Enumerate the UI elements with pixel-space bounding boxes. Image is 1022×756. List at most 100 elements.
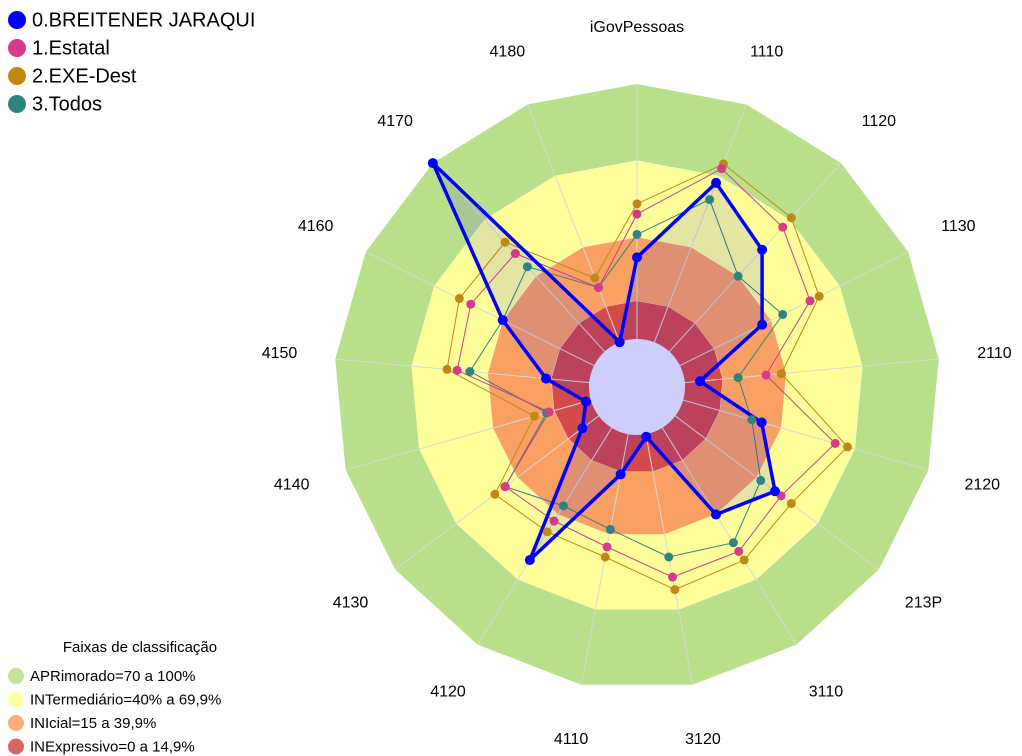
band [487,237,787,535]
series-marker [786,213,796,223]
category-label: 1110 [750,43,783,60]
series-marker [711,177,722,188]
band-legend-label: INExpressivo=0 a 14,9% [30,738,195,755]
category-label: 2120 [964,476,1000,493]
series-marker [524,555,535,566]
spoke [527,104,621,343]
series-marker [747,415,757,425]
series-marker [632,252,642,263]
category-label: 3110 [809,683,844,700]
category-label: 4150 [262,345,298,362]
series-marker [541,373,552,384]
band-legend-label: INTermediário=40% a 69,9% [30,691,221,708]
series-marker [544,407,554,417]
series-marker [670,585,680,595]
series-marker [602,542,612,552]
series-marker [776,369,786,379]
spoke [661,427,797,645]
series-marker [728,538,738,548]
series-marker [465,367,475,377]
category-label: 4140 [274,476,310,493]
series-marker [664,552,674,562]
series-marker [705,195,715,205]
series-marker [668,572,678,582]
series-marker [757,319,768,330]
series-marker [490,489,500,499]
series-marker [733,373,743,383]
series-marker [632,209,642,219]
band-legend-marker [8,715,24,731]
band-legend-marker [8,738,24,755]
series-marker [542,527,552,537]
spoke [365,251,595,367]
series-marker [593,283,603,293]
series-marker [756,475,766,485]
category-label: 4130 [333,595,369,612]
series-line [431,161,777,562]
band-legend-label: INIcial=15 a 39,9% [30,715,156,732]
series-marker [549,516,559,526]
category-label: 1130 [941,218,976,235]
spoke [679,251,909,367]
spoke [432,162,606,352]
series-marker [778,309,788,319]
band-legend-marker [8,668,24,684]
series-marker [717,164,727,174]
category-label: 4120 [430,683,466,700]
series-marker [778,222,788,232]
series-line [446,163,849,591]
series-marker [757,244,768,255]
series-marker [442,364,452,374]
series-marker [805,296,815,306]
series-marker [733,271,743,281]
series-marker [500,237,510,247]
legend-marker [8,67,26,85]
series-marker [632,199,642,209]
spoke [683,399,929,471]
series-marker [577,423,588,434]
category-label: 4110 [554,731,589,748]
series-marker [580,396,591,407]
spoke [668,162,842,352]
category-label: 213P [905,595,942,612]
series-marker [558,501,568,511]
band-legend-label: APRimorado=70 a 100% [30,668,196,685]
series-marker [529,411,539,421]
band-legend-marker [8,691,24,708]
series-marker [510,249,520,259]
series-marker [734,546,744,556]
series-marker [842,442,852,452]
series-marker [739,555,749,565]
category-label: 3120 [685,731,721,748]
series-marker [614,337,625,348]
series-marker [695,376,706,387]
legend-marker [8,39,26,57]
legend-label: 2.EXE-Dest [32,65,137,87]
category-label: 4160 [298,218,334,235]
spoke [684,358,939,384]
series-marker [590,273,600,283]
category-label: iGovPessoas [590,19,684,36]
series-marker [454,294,464,304]
category-label: 2110 [977,345,1012,362]
legend-label: 1.Estatal [32,37,110,59]
series-marker [641,431,652,442]
series-marker [615,469,626,480]
series-marker [600,552,610,562]
legend-marker [8,95,26,113]
spoke [477,427,613,645]
series-marker [632,229,642,239]
series-marker [761,370,771,380]
series-marker [830,438,840,448]
series-marker [466,299,476,309]
category-label: 1120 [862,113,897,130]
series-line [469,198,784,558]
category-label: 4170 [377,113,413,130]
series-line [456,168,836,578]
series-marker [786,499,796,509]
series-marker [605,524,615,534]
series-marker [770,486,781,497]
series-marker [452,365,462,375]
series-marker [427,158,438,169]
